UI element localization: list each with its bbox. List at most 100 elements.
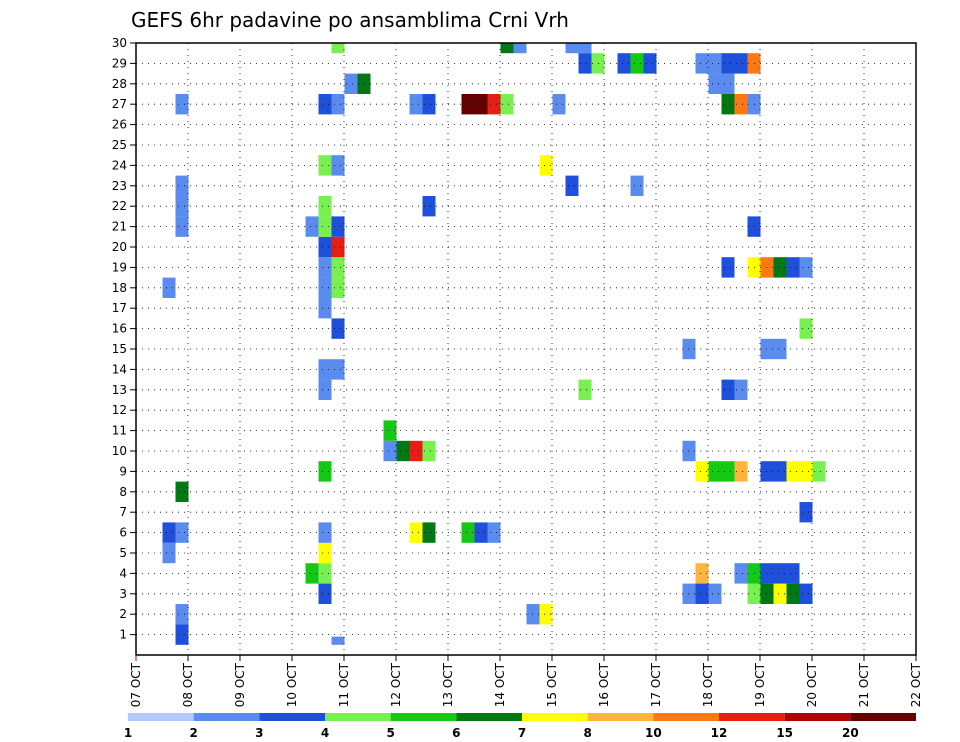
chart-title: GEFS 6hr padavine po ansamblima Crni Vrh xyxy=(131,8,569,32)
x-tick-label: 13 OCT xyxy=(441,662,455,707)
precip-cell xyxy=(175,196,189,217)
x-tick-label: 20 OCT xyxy=(805,662,819,707)
colorbar-label: 2 xyxy=(189,726,197,740)
precip-cell xyxy=(513,43,527,54)
colorbar-swatch xyxy=(587,713,654,721)
y-tick-label: 10 xyxy=(112,444,127,458)
y-tick-label: 3 xyxy=(119,587,127,601)
precip-cell xyxy=(318,379,332,400)
precip-cell xyxy=(643,53,657,74)
precip-cell xyxy=(318,461,332,482)
y-tick-label: 12 xyxy=(112,403,127,417)
precip-cell xyxy=(721,73,735,94)
precip-cell xyxy=(331,43,345,54)
precip-cell xyxy=(630,175,644,196)
precip-cell xyxy=(721,379,735,400)
precip-cell xyxy=(331,216,345,237)
precip-cell xyxy=(812,461,826,482)
colorbar-swatch xyxy=(128,713,194,721)
colorbar-swatch xyxy=(719,713,785,721)
x-tick-label: 09 OCT xyxy=(233,662,247,707)
x-tick-label: 10 OCT xyxy=(285,662,299,707)
precip-cell xyxy=(721,257,735,278)
precip-cell xyxy=(331,277,345,298)
precip-cell xyxy=(565,43,579,54)
y-tick-label: 17 xyxy=(112,301,127,315)
colorbar-label: 4 xyxy=(321,726,329,740)
colorbar-swatch xyxy=(325,713,391,721)
precip-cell xyxy=(175,604,189,625)
precip-cell xyxy=(695,583,709,604)
colorbar-label: 5 xyxy=(386,726,394,740)
precip-cell xyxy=(409,440,423,462)
precip-cell xyxy=(617,53,631,74)
precip-cell xyxy=(318,542,332,564)
y-tick-label: 4 xyxy=(119,566,127,580)
precip-cell xyxy=(474,522,488,543)
colorbar-swatch xyxy=(653,713,719,721)
x-tick-label: 15 OCT xyxy=(545,662,559,707)
precip-cell xyxy=(799,257,813,278)
colorbar-label: 7 xyxy=(518,726,526,740)
colorbar-label: 20 xyxy=(842,726,859,740)
y-tick-label: 15 xyxy=(112,342,127,356)
precip-cell xyxy=(487,522,501,543)
precip-cell xyxy=(305,563,319,584)
precip-cell xyxy=(565,175,579,196)
precip-cell xyxy=(305,216,319,237)
precip-cell xyxy=(331,94,345,115)
y-tick-label: 5 xyxy=(119,546,127,560)
y-tick-label: 22 xyxy=(112,199,127,213)
precip-cell xyxy=(461,522,475,543)
precip-cell xyxy=(175,522,189,543)
precip-cell xyxy=(318,94,332,115)
colorbar-label: 10 xyxy=(645,726,662,740)
precip-cell xyxy=(734,94,748,115)
precip-cell xyxy=(318,298,332,319)
x-tick-label: 22 OCT xyxy=(909,662,923,707)
precip-cell xyxy=(318,563,332,584)
precip-cell xyxy=(175,624,189,645)
precip-cell xyxy=(799,318,813,339)
precip-cell xyxy=(695,461,709,482)
colorbar-swatch xyxy=(193,713,260,721)
colorbar-label: 15 xyxy=(776,726,793,740)
precip-cell xyxy=(422,94,436,115)
precip-cell xyxy=(396,440,410,462)
y-axis: 1234567891011121314151617181920212223242… xyxy=(112,36,136,642)
precip-cell xyxy=(695,53,709,74)
colorbar-label: 1 xyxy=(124,726,132,740)
x-tick-label: 14 OCT xyxy=(493,662,507,707)
precip-cell xyxy=(318,155,332,176)
precip-cell xyxy=(318,216,332,237)
precip-cell xyxy=(461,94,475,115)
precip-cell xyxy=(422,196,436,217)
precip-cell xyxy=(318,196,332,217)
y-tick-label: 14 xyxy=(112,362,127,376)
precip-cell xyxy=(786,563,800,584)
x-tick-label: 16 OCT xyxy=(597,662,611,707)
x-tick-label: 21 OCT xyxy=(857,662,871,707)
precip-cell xyxy=(734,379,748,400)
y-tick-label: 2 xyxy=(119,607,127,621)
y-tick-label: 26 xyxy=(112,118,127,132)
precip-cell xyxy=(344,73,358,94)
precip-cell xyxy=(383,440,397,462)
precip-cell xyxy=(734,53,748,74)
x-tick-label: 12 OCT xyxy=(389,662,403,707)
precip-cell xyxy=(331,359,345,380)
y-tick-label: 24 xyxy=(112,158,127,172)
colorbar-label: 8 xyxy=(583,726,591,740)
precip-cell xyxy=(708,583,722,604)
precip-cell xyxy=(708,461,722,482)
y-tick-label: 21 xyxy=(112,220,127,234)
precip-cell xyxy=(786,461,800,482)
precip-cell xyxy=(773,257,787,278)
precip-cell xyxy=(695,563,709,584)
precip-cell xyxy=(175,94,189,115)
y-tick-label: 1 xyxy=(119,628,127,642)
precip-cell xyxy=(773,583,787,604)
precip-cell xyxy=(799,502,813,523)
precip-cell xyxy=(539,155,553,176)
